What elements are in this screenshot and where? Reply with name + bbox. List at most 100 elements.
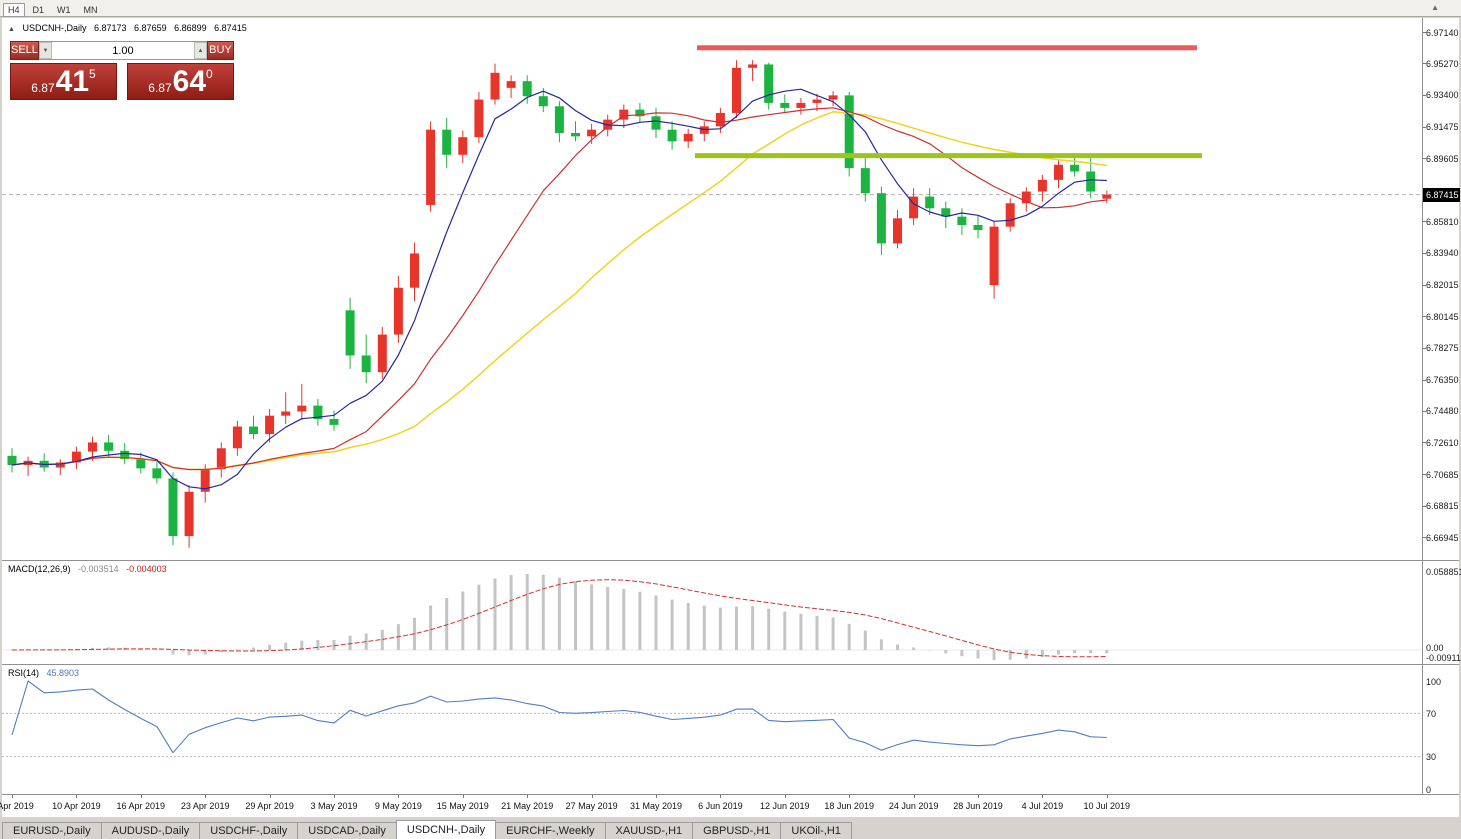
candle <box>152 468 162 479</box>
price-scale-tick <box>1423 347 1426 349</box>
candle <box>297 405 307 412</box>
time-axis-label: 10 Apr 2019 <box>52 801 101 811</box>
volume-increase-icon[interactable]: ▲ <box>193 42 207 59</box>
macd-bar <box>686 603 690 650</box>
macd-scale-label: 0.00 <box>1426 643 1444 653</box>
candle <box>474 99 484 138</box>
chart-tab-usdcnh-daily[interactable]: USDCNH-,Daily <box>395 820 497 839</box>
time-axis-tick <box>978 795 979 798</box>
chart-tab-usdcad-daily[interactable]: USDCAD-,Daily <box>297 822 397 839</box>
chart-tab-ukoil-h1[interactable]: UKOil-,H1 <box>780 822 852 839</box>
rsi-line <box>11 680 1107 754</box>
macd-bar <box>1008 650 1012 660</box>
buy-price-tile[interactable]: 6.87 64 0 <box>127 63 234 100</box>
rsi-scale-label: 0 <box>1426 784 1432 795</box>
price-scale-label: 6.97140 <box>1426 27 1459 38</box>
macd-bar <box>219 650 223 653</box>
sell-price-pipette: 5 <box>89 67 96 81</box>
macd-bar <box>960 650 964 657</box>
candle <box>1021 191 1031 204</box>
macd-signal-line <box>11 579 1107 658</box>
scroll-up-icon[interactable]: ▲ <box>1431 3 1439 12</box>
macd-bar <box>348 635 352 650</box>
macd-bar <box>252 647 255 650</box>
macd-bar <box>284 642 288 650</box>
candle <box>184 491 194 537</box>
macd-bar <box>525 574 529 650</box>
chart-tab-usdchf-daily[interactable]: USDCHF-,Daily <box>199 822 299 839</box>
candle <box>538 96 548 107</box>
timeframe-button-h4[interactable]: H4 <box>3 3 25 17</box>
price-scale-tick <box>1423 126 1426 128</box>
sell-price-main: 41 <box>55 65 90 98</box>
buy-button[interactable]: BUY <box>206 41 234 60</box>
candle <box>844 95 854 169</box>
timeframe-button-w1[interactable]: W1 <box>57 5 71 15</box>
sell-button[interactable]: SELL <box>10 41 39 60</box>
candle <box>410 253 419 288</box>
sell-price-tile[interactable]: 6.87 41 5 <box>10 63 117 100</box>
timeframe-button-d1[interactable]: D1 <box>32 5 45 15</box>
chart-tab-eurchf-weekly[interactable]: EURCHF-,Weekly <box>495 822 606 839</box>
time-axis-tick <box>720 795 722 798</box>
macd-bar <box>606 586 610 650</box>
candle <box>1102 194 1112 199</box>
chart-tab-eurusd-daily[interactable]: EURUSD-,Daily <box>2 822 102 839</box>
time-axis-tick <box>656 795 657 798</box>
chart-tab-gbpusd-h1[interactable]: GBPUSD-,H1 <box>692 822 782 839</box>
chart-tab-xauusd-h1[interactable]: XAUUSD-,H1 <box>604 822 694 839</box>
candle <box>1054 164 1063 180</box>
macd-bar <box>541 574 545 650</box>
price-scale-label: 6.93400 <box>1426 90 1459 101</box>
pane-splitter[interactable] <box>2 664 1459 665</box>
pane-splitter[interactable] <box>2 794 1459 795</box>
price-scale-label: 6.83940 <box>1426 248 1459 259</box>
candle <box>667 129 677 142</box>
candle <box>1086 171 1096 192</box>
candle <box>120 450 130 460</box>
candle <box>796 102 806 108</box>
candle <box>377 334 387 373</box>
macd-bar <box>429 605 433 650</box>
chart-tab-audusd-daily[interactable]: AUDUSD-,Daily <box>100 822 201 839</box>
candle <box>812 99 822 103</box>
time-axis-label: 4 Jul 2019 <box>1021 801 1064 811</box>
macd-bar <box>300 640 304 650</box>
symbol-label: USDCNH-,Daily <box>22 23 87 33</box>
price-scale[interactable]: 6.87415 6.97140 6.95270 6.93400 6.91475 6.89… <box>1422 18 1461 795</box>
time-axis-label: 24 Jun 2019 <box>888 801 939 811</box>
time-axis-label: 12 Jun 2019 <box>760 801 810 811</box>
pane-splitter[interactable] <box>2 560 1459 561</box>
current-price-badge: 6.87415 <box>1423 187 1460 202</box>
time-axis[interactable]: 4 Apr 2019 10 Apr 2019 16 Apr 2019 23 Apr 2… <box>0 795 1459 817</box>
candle <box>168 478 178 537</box>
macd-bar <box>155 649 159 650</box>
candle <box>522 81 532 97</box>
time-axis-label: 16 Apr 2019 <box>116 801 166 811</box>
macd-bar <box>203 650 207 655</box>
macd-bar <box>380 629 384 650</box>
macd-bar <box>992 650 996 661</box>
price-scale-label: 6.74480 <box>1426 406 1459 417</box>
price-scale-tick <box>1423 221 1426 223</box>
price-scale-tick <box>1423 379 1426 381</box>
volume-input[interactable] <box>51 42 194 59</box>
rsi-scale-label: 100 <box>1426 676 1442 687</box>
time-axis-label: 18 Jun 2019 <box>824 801 874 811</box>
timeframe-toolbar: H4 D1 W1 MN ▲ <box>0 0 1461 17</box>
candle <box>329 419 339 425</box>
volume-decrease-icon[interactable]: ▼ <box>38 42 52 59</box>
timeframe-button-mn[interactable]: MN <box>83 5 98 15</box>
macd-bar <box>718 607 722 650</box>
candle <box>587 129 597 137</box>
price-scale-tick <box>1423 442 1426 444</box>
candle <box>426 129 436 205</box>
candle <box>748 64 758 68</box>
rsi-header: RSI(14) 45.8903 <box>8 668 79 678</box>
one-click-toggle-icon[interactable]: ▲ <box>8 26 15 33</box>
candle <box>216 448 226 470</box>
macd-bar <box>107 647 111 650</box>
macd-bar <box>944 650 948 654</box>
candle <box>715 112 725 127</box>
